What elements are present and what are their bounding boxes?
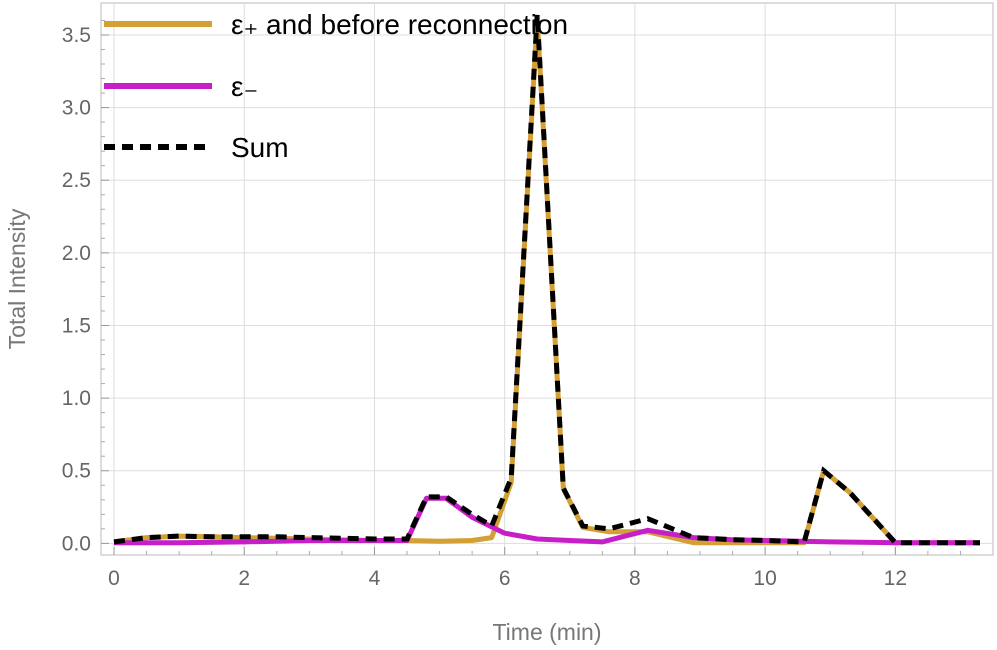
y-tick-label: 0.0: [62, 532, 91, 555]
legend-label-2: Sum: [231, 132, 289, 163]
x-axis-label: Time (min): [492, 619, 601, 645]
x-tick-label: 8: [629, 567, 641, 590]
x-tick-label: 2: [238, 567, 250, 590]
legend-label-1: ε₋: [231, 71, 258, 102]
x-tick-label: 6: [499, 567, 511, 590]
x-tick-label: 4: [369, 567, 381, 590]
y-tick-label: 1.0: [62, 387, 91, 410]
legend: ε₊ and before reconnection ε₋ Sum: [104, 9, 568, 163]
y-axis-label: Total Intensity: [4, 208, 30, 349]
y-tick-label: 2.0: [62, 242, 91, 265]
x-tick-label: 12: [884, 567, 907, 590]
series-layer: [113, 14, 980, 546]
y-tick-label: 3.0: [62, 97, 91, 120]
plot-frame: [100, 2, 994, 556]
legend-label-0: ε₊ and before reconnection: [231, 9, 568, 40]
y-tick-label: 0.5: [62, 460, 91, 483]
x-tick-label: 10: [753, 567, 776, 590]
axes: 0 2 4 6 8 10 12 0.0 0.5 1.0 1.5 2.0 2.5 3.0 3.5: [62, 19, 961, 590]
x-tick-label: 0: [108, 567, 120, 590]
y-tick-label: 3.5: [62, 24, 91, 47]
series-line-2: [113, 14, 980, 546]
y-tick-label: 1.5: [62, 314, 91, 337]
y-tick-label: 2.5: [62, 169, 91, 192]
